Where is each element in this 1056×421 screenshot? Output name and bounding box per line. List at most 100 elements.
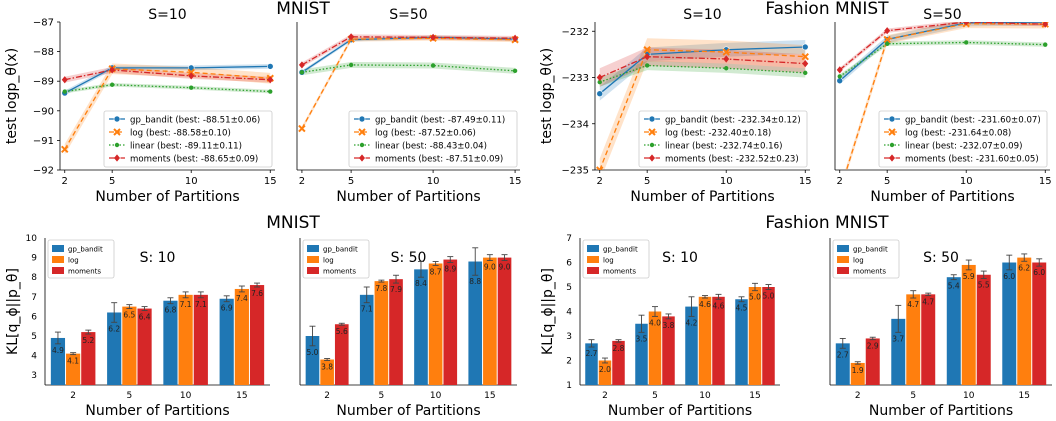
line-chart-panel: 2 5 10 15 S=50 Number of Partitions gp_bandit … [834, 7, 1052, 205]
data-point [648, 128, 656, 136]
data-point [359, 142, 365, 148]
legend-label: gp_bandit [323, 246, 358, 254]
x-tick-label: 10 [185, 176, 198, 187]
series-line [64, 68, 271, 150]
legend-label: gp_bandit (best: -232.34±0.12) [665, 115, 801, 125]
y-tick-label: 1 [566, 381, 572, 391]
y-tick-label: 3 [31, 371, 37, 381]
data-label: 4.0 [649, 318, 661, 327]
data-point [62, 89, 67, 94]
chart-title: S: 10 [662, 250, 698, 266]
data-label: 8.9 [444, 265, 456, 274]
data-point [189, 85, 194, 90]
bar-chart-panel: 3 4 5 6 7 8 9 10 S: 10 Number of Partitions KL[q_ϕ… [5, 234, 270, 419]
data-point [512, 68, 518, 74]
data-label: 3.5 [636, 334, 648, 343]
data-point [836, 66, 843, 74]
data-label: 5.6 [336, 327, 348, 336]
group-title-mnist-bars: MNIST [266, 213, 320, 233]
y-tick-label: −88 [33, 47, 54, 58]
bar [976, 274, 991, 385]
plot-area [596, 38, 809, 170]
y-tick-label: −87 [33, 18, 54, 29]
data-point [358, 115, 366, 123]
legend-box [302, 239, 370, 279]
data-label: 7.1 [195, 300, 207, 309]
data-point [644, 63, 650, 68]
bar [81, 332, 96, 385]
data-label: 7.9 [390, 285, 402, 294]
x-tick-label: 15 [509, 176, 522, 187]
y-tick-label: −91 [33, 136, 54, 147]
data-point [109, 66, 116, 74]
data-point [114, 154, 120, 162]
legend-label: log [68, 257, 79, 265]
x-axis-label: Number of Partitions [869, 403, 1013, 419]
data-point [889, 154, 895, 162]
x-tick-label: 2 [855, 391, 861, 401]
bar [748, 287, 762, 385]
bar [137, 308, 152, 385]
series-line [301, 36, 516, 73]
legend-swatch [587, 245, 599, 252]
chart-title: S=50 [923, 7, 961, 23]
data-label: 4.6 [699, 300, 711, 309]
data-label: 5.5 [978, 280, 990, 289]
data-label: 2.9 [867, 342, 879, 351]
bar [921, 294, 936, 385]
x-axis-label: Number of Partitions [870, 189, 1014, 205]
legend-box [582, 239, 650, 279]
data-label: 8.7 [430, 267, 442, 276]
data-point [268, 89, 273, 94]
bar-chart-panel: S: 50 Number of Partitions 2 2.71.9 2.9 5 3.7 4… [829, 238, 1052, 419]
data-point [803, 70, 808, 76]
data-point [723, 55, 730, 63]
chart-title: S=50 [389, 7, 427, 23]
confidence-band [599, 60, 806, 87]
data-point [649, 154, 655, 162]
data-point [888, 115, 896, 123]
x-tick-label: 5 [379, 391, 385, 401]
bar [685, 306, 698, 385]
data-point [722, 48, 730, 56]
series-line [301, 37, 516, 129]
x-tick-label: 10 [960, 176, 973, 187]
confidence-band [301, 61, 516, 76]
bar [320, 359, 334, 385]
bar [648, 311, 662, 385]
data-label: 6.4 [139, 313, 151, 322]
bar [414, 269, 428, 385]
data-label: 3.7 [892, 334, 904, 343]
chart-title: S: 50 [391, 250, 427, 266]
bar [163, 300, 178, 385]
data-point [1042, 22, 1049, 28]
bar [762, 287, 775, 385]
data-label: 3.8 [321, 363, 333, 372]
chart-title: S: 50 [923, 250, 959, 266]
bar [598, 360, 612, 385]
y-tick-label: −233 [562, 73, 589, 84]
x-tick-label: 2 [324, 391, 330, 401]
data-point [837, 189, 843, 195]
bar [1002, 262, 1017, 385]
y-tick-label: 8 [31, 273, 37, 283]
y-tick-label: −235 [562, 166, 589, 177]
bar [835, 343, 850, 385]
confidence-band [839, 22, 1046, 85]
bar [305, 336, 320, 385]
legend: gp_bandit (best: -88.51±0.06) log (best: … [103, 110, 273, 168]
x-axis-label: Number of Partitions [336, 189, 480, 205]
group-title-fashion-bars: Fashion MNIST [765, 213, 889, 233]
legend-label: moments [603, 268, 636, 276]
legend-label: gp_bandit (best: -88.51±0.06) [130, 115, 260, 125]
y-tick-label: 6 [31, 312, 37, 322]
data-point [299, 70, 305, 75]
x-tick-label: 10 [963, 391, 975, 401]
data-point [266, 63, 274, 70]
x-tick-label: 5 [348, 176, 354, 187]
y-tick-label: 4 [31, 352, 37, 362]
legend-label: linear (best: -88.43±0.04) [375, 141, 487, 151]
x-tick-label: 5 [884, 176, 890, 187]
x-tick-label: 5 [652, 391, 658, 401]
